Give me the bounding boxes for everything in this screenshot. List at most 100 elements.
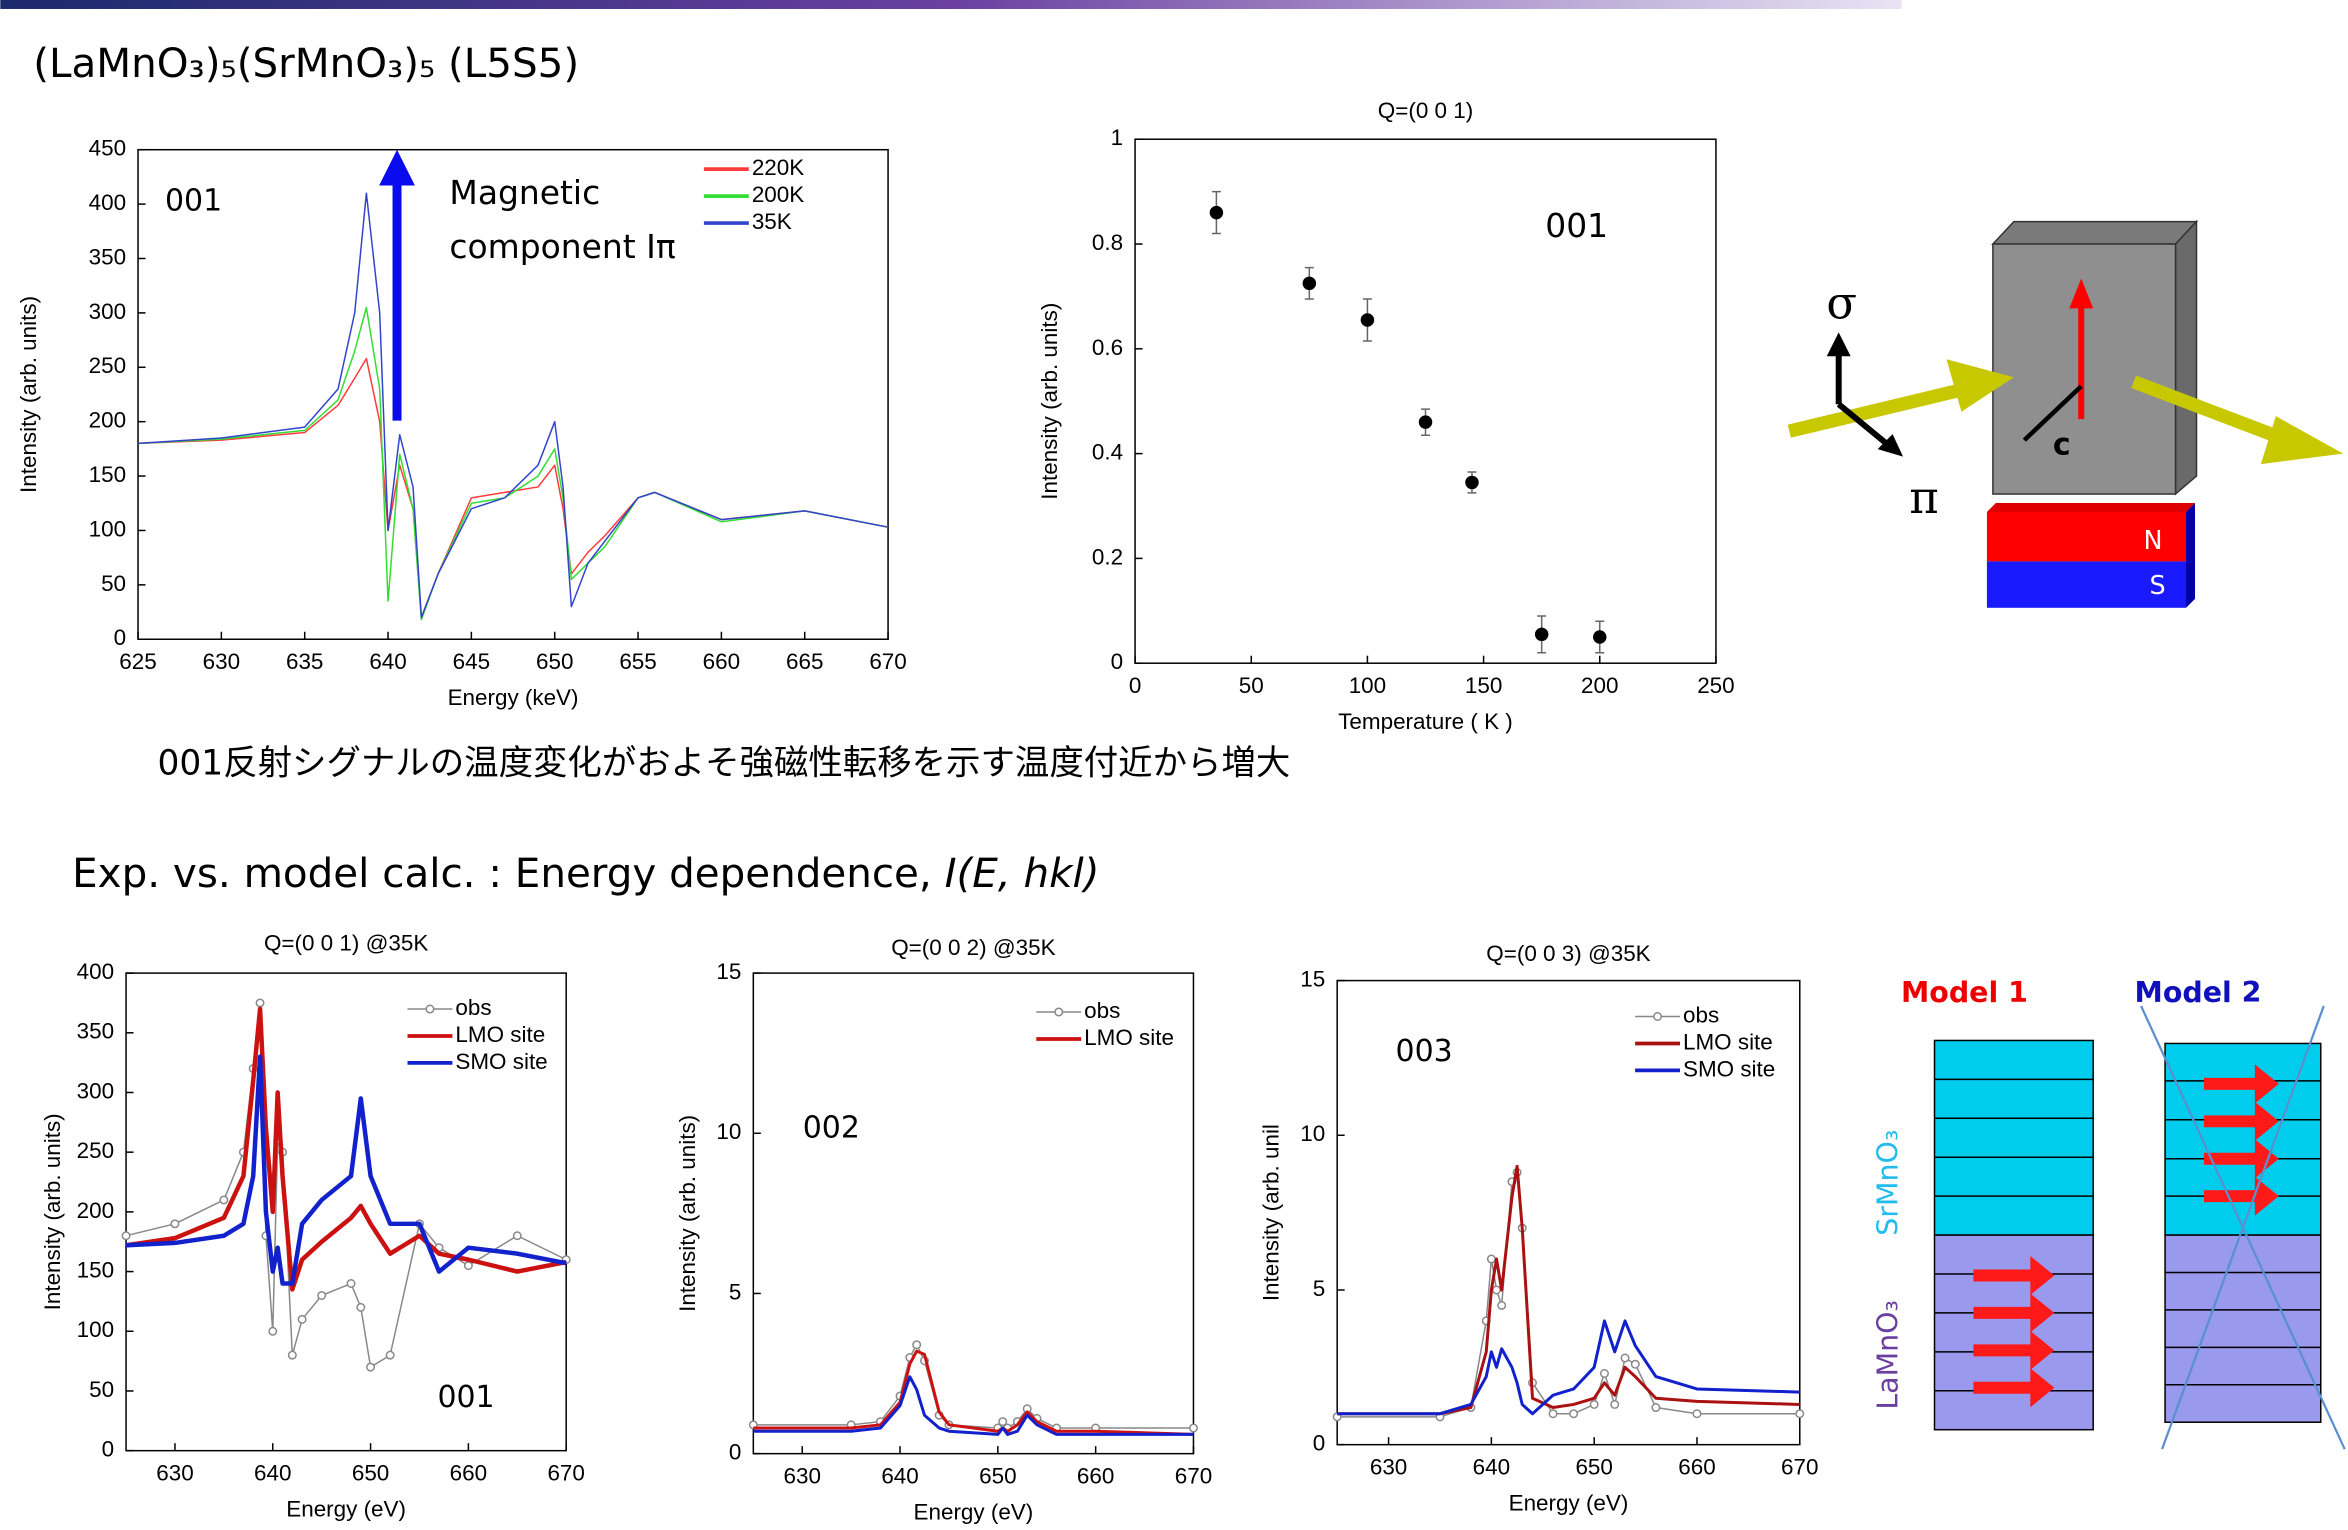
x-tick-label: 660: [450, 1461, 487, 1486]
x-tick-label: 655: [619, 649, 656, 674]
legend-label: LMO site: [455, 1022, 545, 1047]
x-tick-label: 625: [119, 649, 156, 674]
obs-point: [514, 1232, 521, 1239]
obs-point: [1549, 1410, 1556, 1417]
north-label: N: [2144, 526, 2163, 556]
annotation: 002: [803, 1110, 860, 1145]
x-tick-label: 650: [979, 1464, 1016, 1489]
slide-title: (LaMnO₃)₅(SrMnO₃)₅ (L5S5): [33, 39, 579, 87]
y-axis-label: Intensity (arb. units): [16, 296, 41, 493]
legend-marker: [1654, 1013, 1661, 1020]
y-tick-label: 100: [77, 1317, 114, 1342]
series-line: [138, 307, 888, 619]
section-title-italic: I(E, hkl): [945, 849, 1100, 897]
data-point: [1419, 415, 1432, 428]
x-axis-label: Energy (eV): [914, 1499, 1034, 1524]
legend-label: LMO site: [1683, 1029, 1773, 1054]
obs-point: [1621, 1354, 1628, 1361]
y-tick-label: 350: [89, 244, 126, 269]
y-tick-label: 5: [729, 1279, 741, 1304]
obs-point: [318, 1292, 325, 1299]
chart-title: Q=(0 0 1) @35K: [264, 931, 428, 956]
x-tick-label: 650: [536, 649, 573, 674]
y-tick-label: 450: [89, 136, 126, 161]
obs-point: [220, 1196, 227, 1203]
legend-label: 200K: [752, 182, 804, 207]
obs-point: [465, 1262, 472, 1269]
obs-point: [357, 1304, 364, 1311]
obs-point: [1190, 1424, 1197, 1431]
x-tick-label: 150: [1465, 673, 1502, 698]
y-tick-label: 0: [1313, 1431, 1325, 1456]
data-point: [1303, 277, 1316, 290]
series-line: [1337, 1166, 1800, 1414]
obs-point: [298, 1316, 305, 1323]
annotation: 003: [1396, 1034, 1453, 1069]
y-axis-label: Intensity (arb. units): [1037, 303, 1062, 500]
y-tick-label: 0: [102, 1437, 114, 1462]
plot-frame: [1135, 139, 1716, 663]
x-tick-label: 650: [352, 1461, 389, 1486]
x-tick-label: 670: [1175, 1464, 1212, 1489]
y-axis-label: Intensity (arb. units): [40, 1113, 65, 1310]
x-tick-label: 250: [1697, 673, 1734, 698]
legend-label: 220K: [752, 155, 804, 180]
legend-label: LMO site: [1084, 1025, 1174, 1050]
pi-label: π: [1909, 471, 1939, 524]
chart: Q=(0 0 1)Temperature ( K )Intensity (arb…: [1037, 98, 1734, 734]
x-tick-label: 650: [1575, 1455, 1612, 1480]
x-tick-label: 660: [703, 649, 740, 674]
y-tick-label: 0: [114, 625, 126, 650]
y-tick-label: 0.2: [1092, 544, 1123, 569]
y-tick-label: 10: [716, 1119, 741, 1144]
x-tick-label: 635: [286, 649, 323, 674]
data-point: [1210, 206, 1223, 219]
y-tick-label: 100: [89, 516, 126, 541]
series-line: [753, 1345, 1193, 1428]
x-tick-label: 50: [1239, 673, 1264, 698]
model1-label: Model 1: [1901, 976, 2028, 1009]
caption: 001反射シグナルの温度変化がおよそ強磁性転移を示す温度付近から増大: [157, 744, 1290, 784]
chart: Q=(0 0 1) @35KEnergy (eV)Intensity (arb.…: [40, 931, 585, 1522]
section-title: Exp. vs. model calc. : Energy dependence…: [72, 849, 1099, 897]
obs-point: [171, 1220, 178, 1227]
x-tick-label: 670: [547, 1461, 584, 1486]
chart: Q=(0 0 2) @35KEnergy (eV)Intensity (arb.…: [675, 935, 1212, 1524]
y-tick-label: 150: [77, 1258, 114, 1283]
x-tick-label: 0: [1129, 673, 1141, 698]
obs-point: [1493, 1286, 1500, 1293]
x-tick-label: 630: [1370, 1455, 1407, 1480]
data-point: [1593, 630, 1606, 643]
obs-point: [1488, 1255, 1495, 1262]
annotation: Magnetic: [449, 173, 600, 212]
lamno3-label: LaMnO₃: [1872, 1300, 1905, 1410]
legend-label: SMO site: [1683, 1056, 1775, 1081]
y-tick-label: 0: [1111, 649, 1123, 674]
y-tick-label: 200: [89, 408, 126, 433]
obs-point: [122, 1232, 129, 1239]
section-title-text: Exp. vs. model calc. : Energy dependence…: [72, 849, 944, 897]
y-tick-label: 400: [77, 959, 114, 984]
x-tick-label: 640: [1473, 1455, 1510, 1480]
chart-title: Q=(0 0 2) @35K: [891, 935, 1055, 960]
obs-point: [1693, 1410, 1700, 1417]
y-tick-label: 5: [1313, 1276, 1325, 1301]
y-tick-label: 400: [89, 190, 126, 215]
y-tick-label: 0.6: [1092, 335, 1123, 360]
x-tick-label: 630: [784, 1464, 821, 1489]
series-line: [138, 359, 888, 618]
c-axis-label: c: [2053, 428, 2071, 463]
page: { "slide_title": "(LaMnO₃)₅(SrMnO₃)₅ (L5…: [0, 0, 2348, 1530]
legend-label: obs: [1084, 998, 1120, 1023]
y-tick-label: 15: [716, 959, 741, 984]
x-tick-label: 665: [786, 649, 823, 674]
obs-point: [347, 1280, 354, 1287]
legend-marker: [426, 1005, 433, 1012]
legend-label: SMO site: [455, 1049, 547, 1074]
obs-point: [367, 1363, 374, 1370]
model2-label: Model 2: [2135, 976, 2262, 1009]
data-point: [1361, 313, 1374, 326]
y-tick-label: 50: [101, 571, 126, 596]
x-axis-label: Energy (keV): [448, 685, 579, 710]
y-tick-label: 50: [89, 1377, 114, 1402]
